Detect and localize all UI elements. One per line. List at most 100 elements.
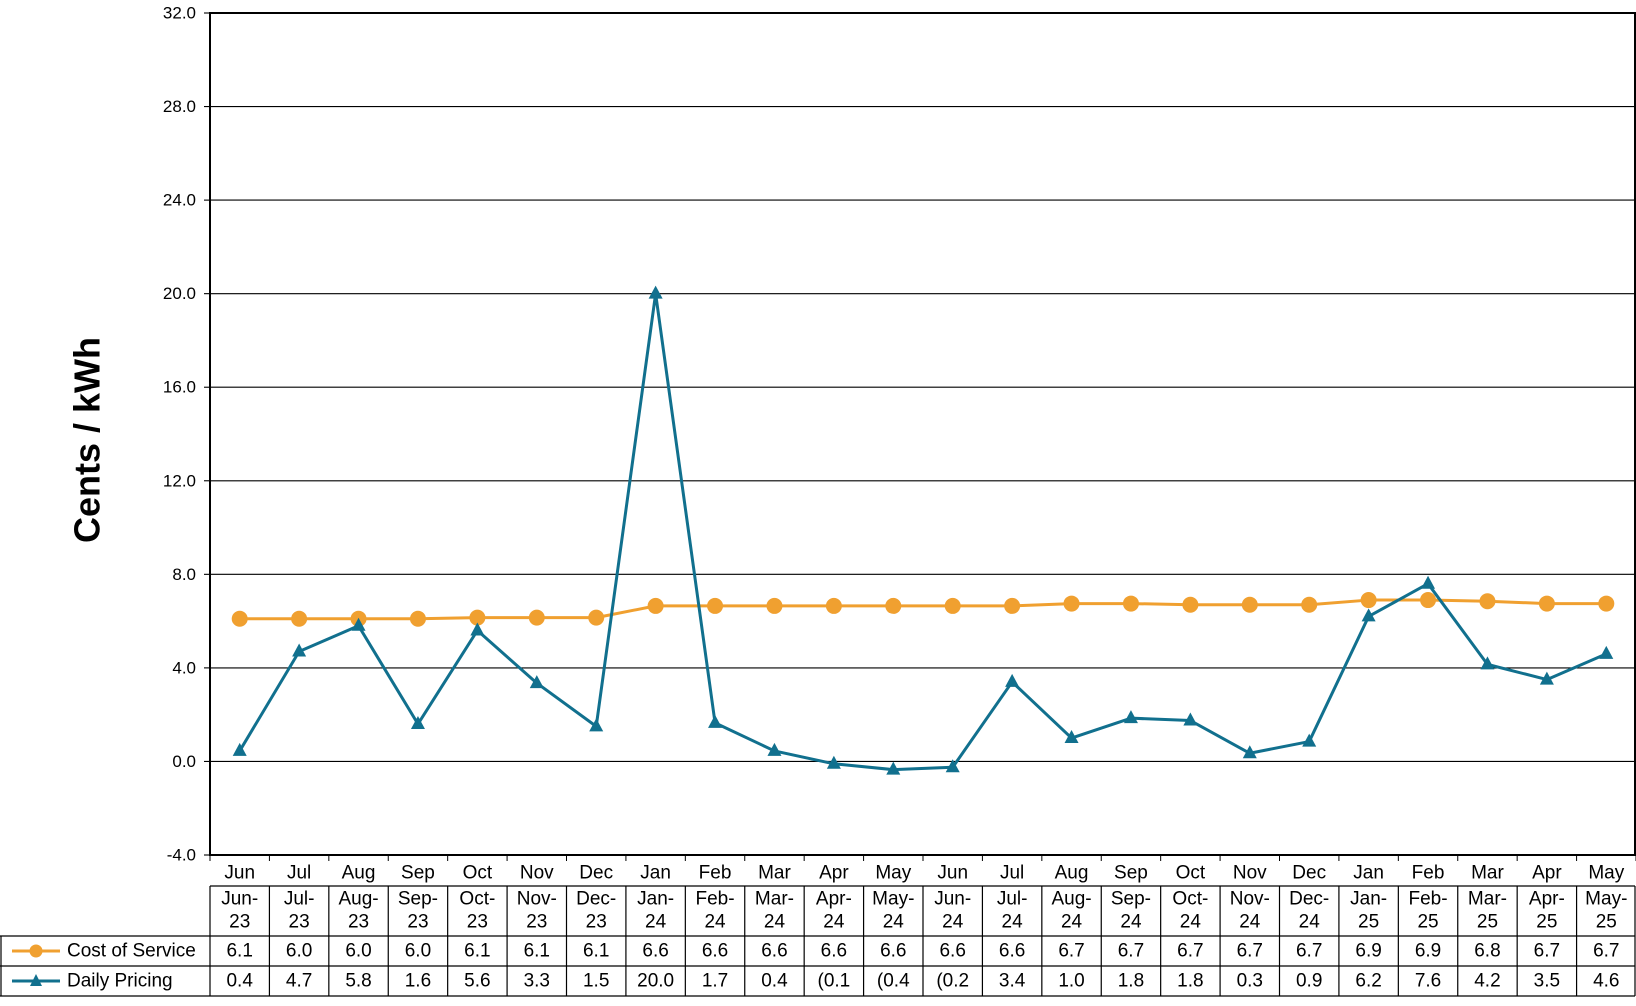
x-category-label: Oct	[463, 863, 493, 884]
series-line-2	[238, 292, 1607, 772]
period-label: 25	[1477, 912, 1498, 933]
table-value: 6.6	[939, 941, 965, 962]
table-value: 6.7	[1058, 941, 1084, 962]
period-label: May-	[872, 889, 914, 910]
period-label: Aug-	[1051, 889, 1091, 910]
y-tick-label: 32.0	[163, 4, 196, 23]
period-label: 23	[467, 912, 488, 933]
period-label: 24	[883, 912, 905, 933]
data-point	[826, 755, 841, 769]
y-tick-label: 28.0	[163, 97, 196, 116]
period-label: 23	[348, 912, 369, 933]
x-category-label: Feb	[1412, 863, 1445, 884]
period-label: Jun-	[934, 889, 971, 910]
period-label: 24	[1120, 912, 1142, 933]
y-tick-label: 20.0	[163, 284, 196, 303]
period-label: May-	[1585, 889, 1627, 910]
period-label: 25	[1417, 912, 1438, 933]
table-value: 6.0	[286, 941, 312, 962]
table-value: (0.4	[877, 971, 910, 992]
x-category-label: Dec	[579, 863, 613, 884]
x-axis-categories: Jun Jul Aug Sep Oct Nov Dec Jan Feb Mar Apr May Jun J…	[224, 863, 1624, 884]
x-category-label: Jun	[937, 863, 968, 884]
table-value: 0.4	[761, 971, 788, 992]
data-point	[470, 622, 485, 636]
table-value: 4.6	[1593, 971, 1619, 992]
data-point	[707, 597, 724, 614]
period-label: 24	[704, 912, 726, 933]
series-lines	[231, 285, 1615, 775]
table-value: 3.5	[1534, 971, 1560, 992]
table-value: 6.6	[642, 941, 668, 962]
data-point	[886, 761, 901, 775]
data-point	[528, 609, 545, 626]
data-point	[1182, 596, 1199, 613]
data-point	[1420, 592, 1437, 609]
y-tick-label: 16.0	[163, 378, 196, 397]
data-point	[1183, 712, 1198, 726]
table-value: 6.7	[1177, 941, 1203, 962]
period-label: 24	[764, 912, 786, 933]
table-value: 6.2	[1355, 971, 1381, 992]
y-axis-title: Cents / kWh	[67, 337, 108, 543]
table-value: 6.6	[702, 941, 728, 962]
table-value: 1.0	[1058, 971, 1084, 992]
data-point	[944, 597, 961, 614]
table-value: 6.0	[345, 941, 371, 962]
period-label: 23	[289, 912, 310, 933]
table-value: 3.3	[524, 971, 550, 992]
table-value: 6.6	[880, 941, 906, 962]
period-label: 24	[823, 912, 845, 933]
y-tick-label: 4.0	[172, 658, 196, 677]
data-point	[1598, 595, 1615, 612]
data-point	[1599, 645, 1614, 659]
table-value: 6.7	[1534, 941, 1560, 962]
period-label: Feb-	[696, 889, 735, 910]
period-label: Feb-	[1409, 889, 1448, 910]
period-label: 24	[645, 912, 667, 933]
data-point	[1301, 596, 1318, 613]
data-point	[1005, 673, 1020, 687]
x-category-label: Mar	[1471, 863, 1504, 884]
period-label: 24	[1239, 912, 1261, 933]
period-label: Mar-	[755, 889, 794, 910]
data-point	[708, 714, 723, 728]
y-tick-label: 8.0	[172, 565, 196, 584]
data-point	[410, 716, 425, 730]
data-point	[1360, 592, 1377, 609]
data-point	[232, 742, 247, 756]
period-label: Aug-	[338, 889, 378, 910]
table-value: 20.0	[637, 971, 674, 992]
table-value: 0.3	[1237, 971, 1263, 992]
data-point	[766, 597, 783, 614]
period-label: Sep-	[398, 889, 438, 910]
x-category-label: May	[1588, 863, 1624, 884]
table-value: 6.7	[1118, 941, 1144, 962]
data-point	[647, 597, 664, 614]
x-category-label: Mar	[758, 863, 791, 884]
data-point	[1361, 608, 1376, 622]
data-point	[351, 617, 366, 631]
period-label: Nov-	[1230, 889, 1270, 910]
table-value: 6.7	[1296, 941, 1322, 962]
table-value: 6.6	[999, 941, 1025, 962]
x-category-label: Jan	[1353, 863, 1384, 884]
y-tick-label: 0.0	[172, 752, 196, 771]
period-label: 25	[1358, 912, 1379, 933]
table-value: 7.6	[1415, 971, 1441, 992]
data-point	[409, 610, 426, 627]
table-value: 6.1	[226, 941, 252, 962]
y-tick-label: 24.0	[163, 191, 196, 210]
period-label: 24	[1299, 912, 1321, 933]
period-label: 24	[1002, 912, 1024, 933]
data-point	[1064, 730, 1079, 744]
x-category-label: Jul	[287, 863, 311, 884]
x-category-label: Jun	[224, 863, 255, 884]
data-point	[1539, 671, 1554, 685]
period-label: 24	[1180, 912, 1202, 933]
x-category-label: Feb	[699, 863, 732, 884]
period-label: Nov-	[517, 889, 557, 910]
period-label: Apr-	[1529, 889, 1565, 910]
period-label: Jan-	[637, 889, 674, 910]
